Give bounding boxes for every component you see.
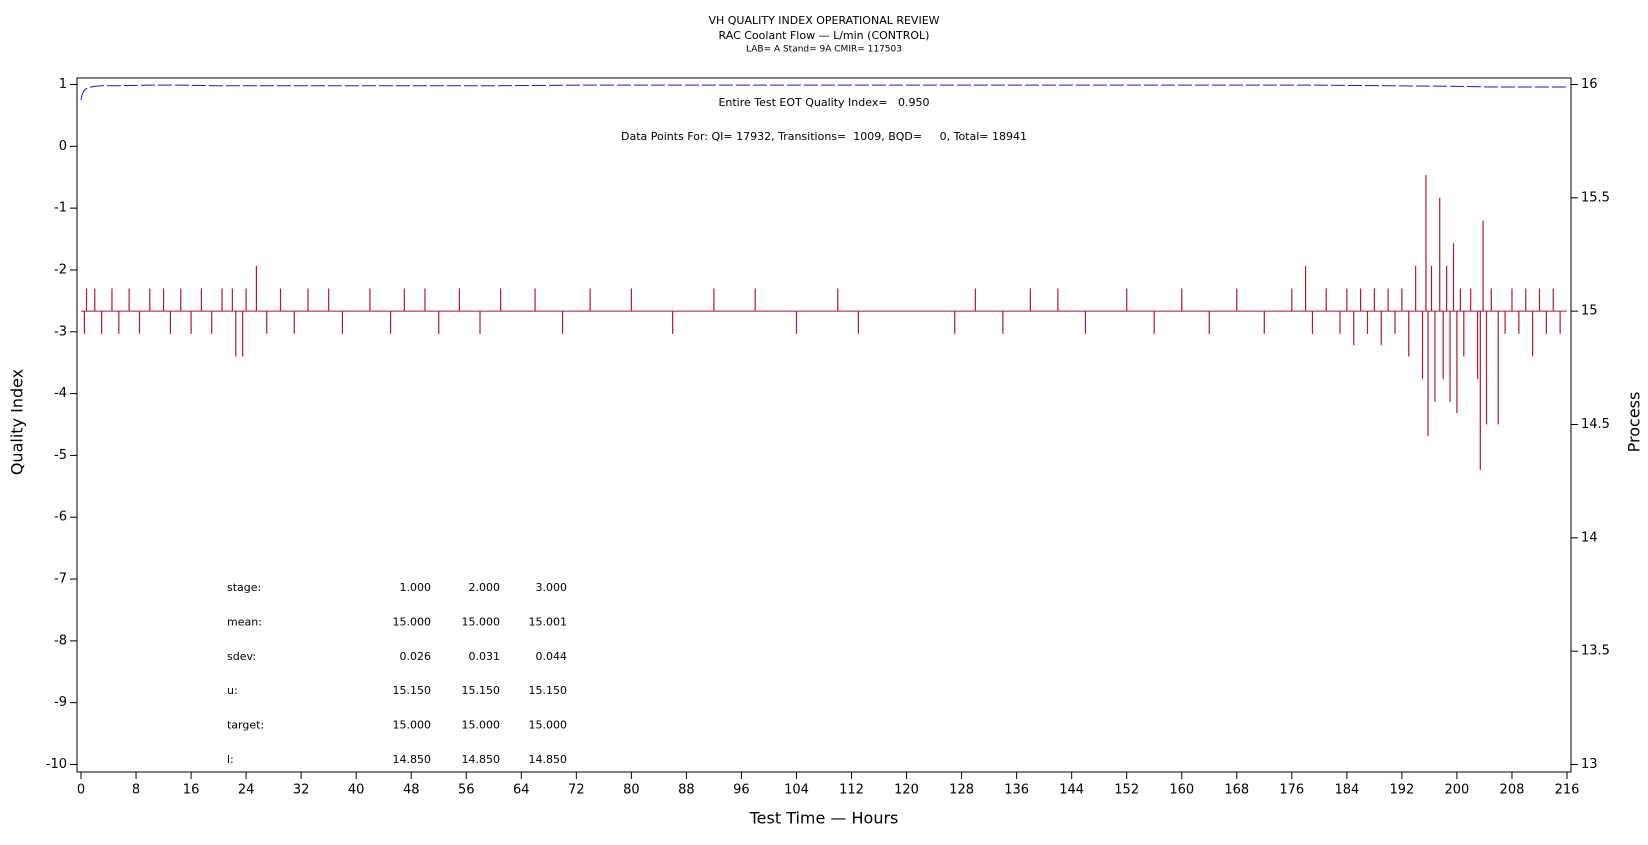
- stats-value: 0.031: [469, 650, 501, 663]
- plot-frame: [76, 77, 1572, 773]
- x-tick-label: 40: [348, 783, 365, 798]
- stats-label: target:: [227, 719, 264, 732]
- y-tick-label: -9: [54, 695, 67, 710]
- stats-value: 15.000: [462, 615, 501, 628]
- x-tick-label: 216: [1555, 783, 1580, 798]
- stats-value: 15.150: [529, 684, 568, 697]
- x-tick-label: 0: [77, 783, 85, 798]
- x-tick-label: 32: [293, 783, 310, 798]
- y2-tick-label: 14: [1581, 530, 1598, 545]
- y-tick-label: 1: [59, 77, 67, 92]
- stats-value: 1.000: [400, 581, 432, 594]
- y-tick-label: -6: [54, 510, 67, 525]
- stats-value: 14.850: [529, 753, 568, 766]
- y2-tick-label: 15.5: [1581, 190, 1610, 205]
- annotation: Entire Test EOT Quality Index= 0.950: [718, 96, 929, 109]
- x-tick-label: 176: [1279, 783, 1304, 798]
- x-tick-label: 152: [1114, 783, 1139, 798]
- x-tick-label: 48: [403, 783, 420, 798]
- y-tick-label: -4: [54, 386, 67, 401]
- x-tick-label: 184: [1334, 783, 1359, 798]
- stats-label: stage:: [227, 581, 261, 594]
- y-tick-label: -3: [54, 324, 67, 339]
- x-tick-label: 144: [1059, 783, 1084, 798]
- chart-subtitle: RAC Coolant Flow — L/min (CONTROL): [719, 29, 930, 42]
- x-tick-label: 64: [513, 783, 530, 798]
- annotation: Data Points For: QI= 17932, Transitions=…: [621, 130, 1027, 143]
- x-tick-label: 136: [1004, 783, 1029, 798]
- x-tick-label: 200: [1445, 783, 1470, 798]
- y-tick-label: 0: [59, 139, 67, 154]
- y-tick-label: -10: [46, 757, 67, 772]
- y-axis-title: Quality Index: [8, 369, 27, 475]
- x-tick-label: 96: [733, 783, 750, 798]
- x-axis-title: Test Time — Hours: [749, 809, 899, 828]
- x-tick-label: 8: [132, 783, 140, 798]
- x-tick-label: 192: [1389, 783, 1414, 798]
- y-tick-label: -8: [54, 633, 67, 648]
- x-tick-label: 24: [238, 783, 255, 798]
- x-tick-label: 72: [568, 783, 585, 798]
- stats-label: sdev:: [227, 650, 256, 663]
- y2-tick-label: 14.5: [1581, 417, 1610, 432]
- stats-label: mean:: [227, 615, 262, 628]
- y-tick-label: -7: [54, 572, 67, 587]
- x-tick-label: 16: [183, 783, 200, 798]
- stats-value: 15.000: [462, 719, 501, 732]
- stats-value: 14.850: [462, 753, 501, 766]
- y2-tick-label: 15: [1581, 304, 1598, 319]
- stats-value: 3.000: [536, 581, 568, 594]
- x-tick-label: 128: [949, 783, 974, 798]
- y2-tick-label: 16: [1581, 77, 1598, 92]
- y-tick-label: -5: [54, 448, 67, 463]
- chart-title: VH QUALITY INDEX OPERATIONAL REVIEW: [708, 14, 939, 27]
- y2-axis-title: Process: [1625, 392, 1644, 453]
- x-tick-label: 112: [839, 783, 864, 798]
- stats-value: 15.001: [529, 615, 568, 628]
- stats-value: 0.044: [536, 650, 568, 663]
- chart-subtitle: LAB= A Stand= 9A CMIR= 117503: [746, 45, 902, 55]
- stats-label: u:: [227, 684, 238, 697]
- stats-value: 15.000: [529, 719, 568, 732]
- stats-value: 15.150: [462, 684, 501, 697]
- stats-value: 15.150: [393, 684, 432, 697]
- x-tick-label: 88: [678, 783, 695, 798]
- x-tick-label: 160: [1169, 783, 1194, 798]
- stats-value: 15.000: [393, 615, 432, 628]
- stats-value: 15.000: [393, 719, 432, 732]
- stats-value: 0.026: [400, 650, 432, 663]
- stats-label: l:: [227, 753, 234, 766]
- qi-line: [80, 84, 1567, 101]
- y-tick-label: -1: [54, 201, 67, 216]
- x-tick-label: 208: [1500, 783, 1525, 798]
- stats-value: 2.000: [469, 581, 501, 594]
- x-tick-label: 120: [894, 783, 919, 798]
- y2-tick-label: 13.5: [1581, 644, 1610, 659]
- x-tick-label: 56: [458, 783, 475, 798]
- x-tick-label: 104: [784, 783, 809, 798]
- y2-tick-label: 13: [1581, 757, 1598, 772]
- x-tick-label: 80: [623, 783, 640, 798]
- x-tick-label: 168: [1224, 783, 1249, 798]
- y-tick-label: -2: [54, 262, 67, 277]
- stats-value: 14.850: [393, 753, 432, 766]
